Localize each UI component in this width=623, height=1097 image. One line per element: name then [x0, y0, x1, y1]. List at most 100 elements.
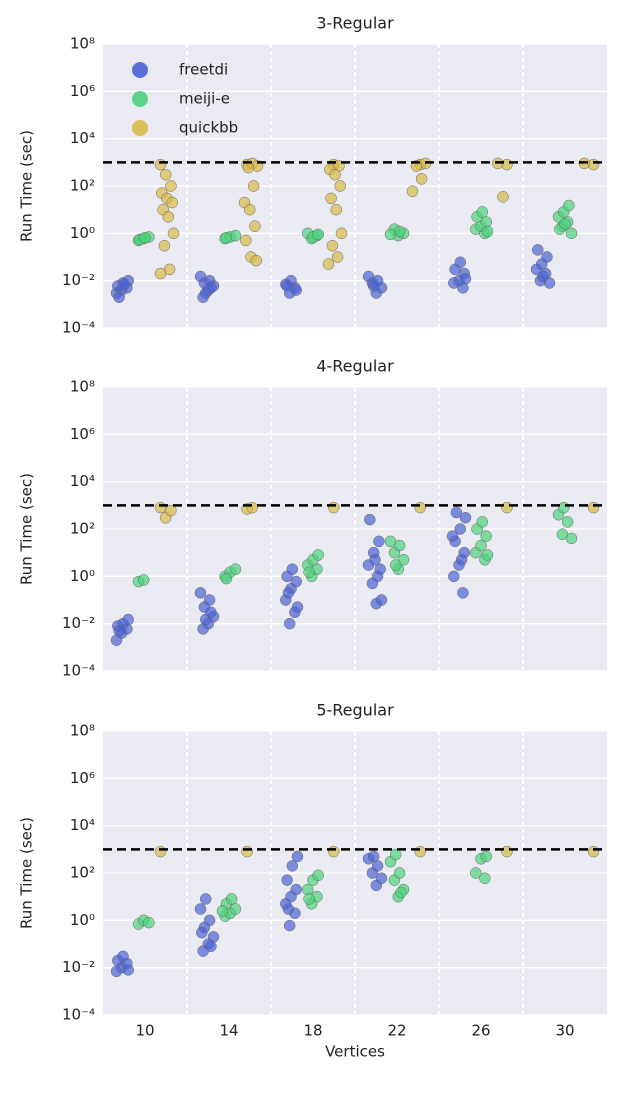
- point: [470, 867, 482, 879]
- point: [459, 511, 472, 524]
- point: [247, 180, 260, 192]
- point: [312, 549, 324, 561]
- point: [312, 228, 324, 241]
- y-tick-label: 10⁴: [70, 816, 95, 834]
- point: [406, 185, 419, 198]
- point: [497, 191, 509, 203]
- point: [122, 964, 134, 976]
- point: [501, 845, 513, 858]
- y-tick-label: 10⁶: [70, 425, 95, 443]
- point: [556, 528, 569, 541]
- y-tick-label: 10⁴: [70, 472, 95, 490]
- point: [479, 872, 491, 885]
- point: [225, 893, 238, 905]
- point: [331, 251, 344, 263]
- point: [154, 845, 167, 858]
- point: [117, 950, 129, 963]
- point: [143, 916, 155, 929]
- point: [122, 613, 134, 626]
- point: [205, 606, 217, 619]
- point: [240, 234, 252, 247]
- x-axis-label: Vertices: [325, 1043, 385, 1061]
- y-tick-label: 10⁰: [70, 224, 95, 242]
- point: [165, 504, 177, 517]
- point: [367, 850, 380, 863]
- point: [362, 270, 375, 283]
- point: [165, 180, 177, 192]
- point: [335, 227, 348, 240]
- point: [205, 940, 217, 953]
- point: [327, 845, 340, 858]
- point: [455, 554, 468, 566]
- point: [557, 501, 570, 514]
- y-axis-label: Run Time (sec): [18, 817, 36, 929]
- point: [290, 883, 302, 896]
- point: [242, 161, 255, 174]
- point: [559, 218, 571, 230]
- point: [203, 594, 216, 606]
- point: [389, 848, 402, 861]
- point: [454, 256, 467, 269]
- point: [290, 575, 302, 588]
- point: [220, 232, 233, 244]
- y-tick-label: 10⁻⁴: [62, 1006, 95, 1024]
- point: [243, 203, 256, 216]
- point: [367, 280, 380, 292]
- point: [322, 258, 335, 270]
- point: [446, 530, 459, 542]
- point: [286, 860, 299, 872]
- point: [587, 845, 600, 858]
- legend-label: quickbb: [179, 119, 238, 137]
- point: [501, 501, 513, 514]
- y-axis-label: Run Time (sec): [18, 130, 36, 242]
- point: [241, 845, 253, 858]
- point: [364, 513, 376, 526]
- point: [389, 559, 402, 571]
- y-tick-label: 10⁴: [70, 129, 95, 147]
- point: [282, 587, 295, 599]
- point: [118, 278, 131, 291]
- point: [587, 501, 600, 514]
- y-tick-label: 10²: [70, 520, 95, 538]
- point: [229, 903, 242, 915]
- point: [159, 168, 172, 181]
- y-tick-label: 10⁸: [70, 722, 95, 740]
- point: [415, 173, 428, 185]
- chart-title: 4-Regular: [316, 357, 394, 376]
- point: [312, 869, 324, 882]
- x-tick-label: 18: [303, 1022, 322, 1040]
- point: [563, 199, 575, 212]
- point: [158, 239, 171, 252]
- point: [246, 501, 259, 514]
- y-tick-label: 10⁻⁴: [62, 662, 95, 680]
- point: [139, 232, 151, 244]
- point: [286, 563, 299, 575]
- point: [384, 228, 397, 241]
- point: [154, 267, 167, 280]
- point: [194, 587, 207, 599]
- x-tick-label: 26: [471, 1022, 490, 1040]
- point: [281, 874, 293, 886]
- point: [480, 850, 492, 863]
- point: [448, 570, 460, 583]
- point: [329, 168, 341, 181]
- point: [476, 516, 489, 528]
- chart-title: 3-Regular: [316, 14, 394, 33]
- x-tick-label: 10: [135, 1022, 154, 1040]
- legend-label: freetdi: [179, 61, 228, 79]
- y-tick-label: 10⁻²: [62, 614, 95, 632]
- point: [281, 280, 293, 292]
- point: [205, 282, 217, 294]
- legend-marker: [132, 91, 148, 107]
- point: [249, 220, 261, 232]
- point: [154, 501, 167, 514]
- point: [194, 903, 207, 915]
- legend-marker: [132, 62, 148, 78]
- point: [167, 227, 180, 240]
- point: [457, 587, 469, 599]
- point: [395, 886, 407, 899]
- point: [325, 192, 337, 205]
- point: [565, 227, 578, 240]
- point: [194, 270, 207, 283]
